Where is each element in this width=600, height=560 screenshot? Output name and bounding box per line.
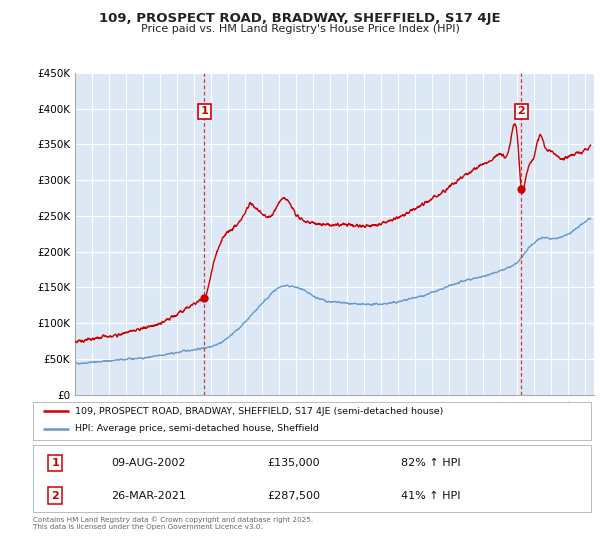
Text: 2: 2 — [52, 491, 59, 501]
Text: 41% ↑ HPI: 41% ↑ HPI — [401, 491, 461, 501]
Text: 2: 2 — [517, 106, 525, 116]
Text: 09-AUG-2002: 09-AUG-2002 — [111, 458, 185, 468]
Text: £135,000: £135,000 — [268, 458, 320, 468]
Text: HPI: Average price, semi-detached house, Sheffield: HPI: Average price, semi-detached house,… — [75, 424, 319, 433]
Text: 109, PROSPECT ROAD, BRADWAY, SHEFFIELD, S17 4JE (semi-detached house): 109, PROSPECT ROAD, BRADWAY, SHEFFIELD, … — [75, 407, 443, 416]
Text: 82% ↑ HPI: 82% ↑ HPI — [401, 458, 461, 468]
Text: Price paid vs. HM Land Registry's House Price Index (HPI): Price paid vs. HM Land Registry's House … — [140, 24, 460, 34]
Text: 1: 1 — [200, 106, 208, 116]
Text: 26-MAR-2021: 26-MAR-2021 — [111, 491, 186, 501]
Text: £287,500: £287,500 — [268, 491, 320, 501]
Text: Contains HM Land Registry data © Crown copyright and database right 2025.
This d: Contains HM Land Registry data © Crown c… — [33, 516, 313, 530]
Text: 1: 1 — [52, 458, 59, 468]
Text: 109, PROSPECT ROAD, BRADWAY, SHEFFIELD, S17 4JE: 109, PROSPECT ROAD, BRADWAY, SHEFFIELD, … — [99, 12, 501, 25]
